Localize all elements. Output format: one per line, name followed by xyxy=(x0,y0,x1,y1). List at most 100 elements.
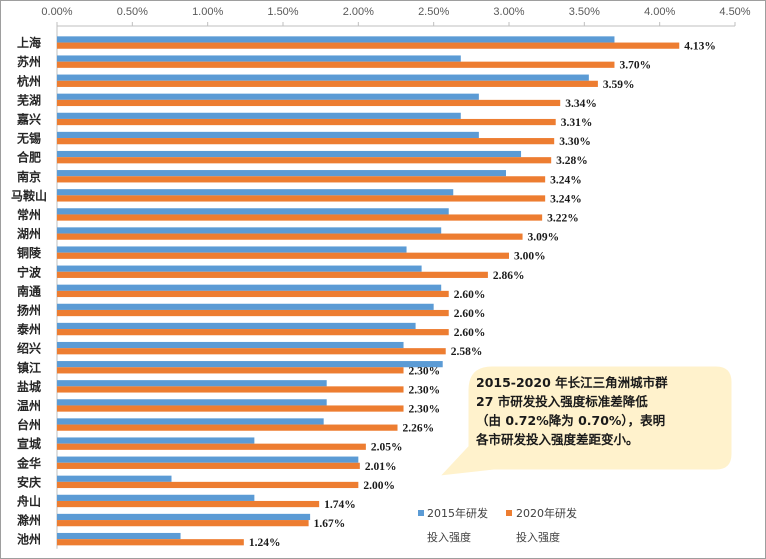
category-label: 滁州 xyxy=(17,513,41,528)
bar-2020 xyxy=(57,61,615,68)
data-label-2020: 1.67% xyxy=(314,518,346,530)
category-label: 铜陵 xyxy=(17,245,42,260)
bar-2015 xyxy=(57,208,449,215)
bar-2020 xyxy=(57,290,449,298)
data-label-2020: 2.05% xyxy=(371,442,403,454)
x-tick-label: 0.50% xyxy=(117,6,148,18)
data-label-2020: 3.28% xyxy=(556,155,588,167)
bar-2015 xyxy=(57,532,181,540)
bar-2015 xyxy=(57,303,434,310)
bar-2020 xyxy=(57,329,449,336)
bar-2015 xyxy=(57,284,442,291)
category-label: 无锡 xyxy=(16,131,41,146)
category-label: 南京 xyxy=(17,169,41,184)
data-label-2020: 3.09% xyxy=(528,232,560,244)
series-2015 xyxy=(57,36,615,540)
x-tick-label: 1.00% xyxy=(192,6,223,18)
bar-2020 xyxy=(57,500,320,508)
x-tick-label: 4.00% xyxy=(644,6,675,18)
bar-2015 xyxy=(57,246,407,253)
bar-2015 xyxy=(57,322,416,330)
annotation-text: 2015-2020 年长江三角洲城市群 27 市研发投入强度标准差降低 （由 0… xyxy=(476,373,726,449)
legend: 2015年研发 投入强度 2020年研发 投入强度 xyxy=(418,506,577,544)
bar-2015 xyxy=(57,227,442,234)
bar-2020 xyxy=(57,138,555,145)
data-label-2020: 2.30% xyxy=(409,365,441,377)
category-label: 泰州 xyxy=(16,322,41,337)
bar-2020 xyxy=(57,539,244,546)
category-label: 芜湖 xyxy=(17,92,41,107)
bar-2015 xyxy=(57,150,522,158)
x-tick-label: 1.50% xyxy=(267,6,298,18)
category-label: 苏州 xyxy=(17,54,41,69)
category-label: 安庆 xyxy=(17,474,41,489)
data-label-2020: 1.74% xyxy=(324,499,356,511)
bar-2020 xyxy=(57,367,404,374)
category-axis: 上海苏州杭州芜湖嘉兴无锡合肥南京马鞍山常州湖州铜陵宁波南通扬州泰州绍兴镇江盐城温… xyxy=(11,35,47,547)
series-2020 xyxy=(57,42,680,546)
legend-swatch-2015 xyxy=(418,510,424,516)
category-label: 舟山 xyxy=(17,493,41,508)
data-label-2020: 3.24% xyxy=(550,174,582,186)
legend-swatch-2020 xyxy=(506,510,512,516)
bar-2015 xyxy=(57,341,404,349)
data-label-2020: 3.24% xyxy=(550,193,582,205)
bar-2015 xyxy=(57,131,479,139)
data-label-2020: 2.60% xyxy=(454,289,486,301)
bar-2020 xyxy=(57,309,449,317)
data-label-2020: 3.30% xyxy=(559,136,591,148)
category-label: 杭州 xyxy=(17,73,41,88)
category-label: 湖州 xyxy=(17,226,41,241)
category-label: 绍兴 xyxy=(17,341,41,356)
bar-2015 xyxy=(57,170,506,177)
data-label-2020: 3.59% xyxy=(603,79,635,91)
bar-2020 xyxy=(57,233,523,240)
data-label-2020: 4.13% xyxy=(684,41,716,53)
legend-label-2020-line1: 2020年研发 xyxy=(516,506,577,520)
category-label: 扬州 xyxy=(17,302,41,317)
category-label: 台州 xyxy=(17,417,41,432)
data-label-2020: 2.60% xyxy=(454,308,486,320)
x-tick-label: 3.00% xyxy=(493,6,524,18)
category-label: 嘉兴 xyxy=(16,111,41,126)
bar-2020 xyxy=(57,118,556,126)
bar-2020 xyxy=(57,405,404,412)
bar-2015 xyxy=(57,55,461,62)
legend-label-2020-line2: 投入强度 xyxy=(516,530,560,544)
data-labels: 4.13% 3.70% 3.59% 3.34% 3.31% 3.30% 3.28% 3.24%… xyxy=(249,41,716,550)
bar-2020 xyxy=(57,443,366,450)
bar-2020 xyxy=(57,348,446,355)
bar-2015 xyxy=(57,93,479,100)
data-label-2020: 2.30% xyxy=(409,384,441,396)
bar-2015 xyxy=(57,475,172,482)
bar-2015 xyxy=(57,380,327,387)
bar-2015 xyxy=(57,361,443,368)
data-label-2020: 2.00% xyxy=(363,480,395,492)
data-label-2020: 2.86% xyxy=(493,270,525,282)
annotation-line-2: 27 市研发投入强度标准差降低 xyxy=(476,394,648,409)
bar-2020 xyxy=(57,42,680,49)
category-label: 金华 xyxy=(16,455,41,470)
category-label: 镇江 xyxy=(17,360,41,375)
bar-2015 xyxy=(57,494,255,501)
bar-2015 xyxy=(57,189,454,196)
category-label: 盐城 xyxy=(17,379,41,394)
bar-2015 xyxy=(57,112,461,119)
category-label: 宣城 xyxy=(17,436,41,451)
x-tick-label: 0.00% xyxy=(41,6,72,18)
bar-2020 xyxy=(57,157,552,164)
x-tick-label: 4.50% xyxy=(719,6,750,18)
bar-2015 xyxy=(57,74,589,81)
data-label-2020: 1.24% xyxy=(249,537,281,549)
bar-2020 xyxy=(57,462,360,469)
bar-2015 xyxy=(57,399,327,406)
data-label-2020: 2.58% xyxy=(451,346,483,358)
annotation-callout xyxy=(438,365,733,477)
x-tick-label: 3.50% xyxy=(569,6,600,18)
bar-2015 xyxy=(57,437,255,444)
bar-2020 xyxy=(57,99,561,107)
bar-2015 xyxy=(57,418,324,425)
bar-2020 xyxy=(57,214,543,221)
data-label-2020: 3.31% xyxy=(561,117,593,129)
